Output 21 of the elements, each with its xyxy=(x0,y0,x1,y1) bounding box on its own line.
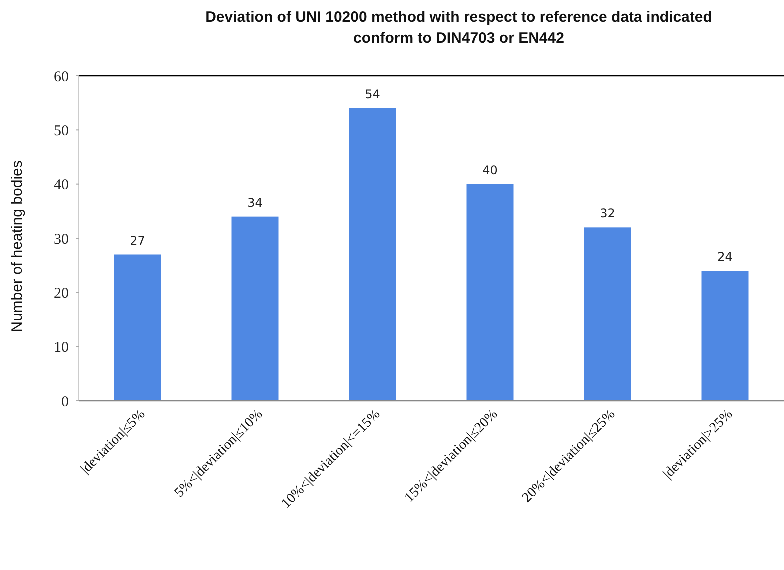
bar xyxy=(232,216,279,401)
chart-title: Deviation of UNI 10200 method with respect to reference data indicated conform to DIN4703 or EN442 xyxy=(206,9,712,47)
bar xyxy=(349,108,396,401)
bar xyxy=(702,271,749,401)
y-tick-label: 50 xyxy=(54,123,69,140)
y-tick-label: 20 xyxy=(54,286,69,302)
y-tick-label: 10 xyxy=(54,340,69,356)
bar xyxy=(114,254,162,401)
bar xyxy=(584,228,632,401)
y-tick-label: 40 xyxy=(54,178,69,194)
data-label: 34 xyxy=(248,196,263,210)
data-label: 40 xyxy=(482,163,498,178)
data-label: 24 xyxy=(718,250,733,264)
y-tick-label: 0 xyxy=(62,394,69,410)
bar xyxy=(466,184,514,401)
data-label: 32 xyxy=(600,206,616,221)
y-axis-title: Number of heating bodies xyxy=(9,160,26,332)
data-label: 54 xyxy=(365,88,380,102)
y-tick-label: 30 xyxy=(54,232,69,248)
data-label: 27 xyxy=(130,234,146,248)
y-tick-label: 60 xyxy=(54,69,69,86)
